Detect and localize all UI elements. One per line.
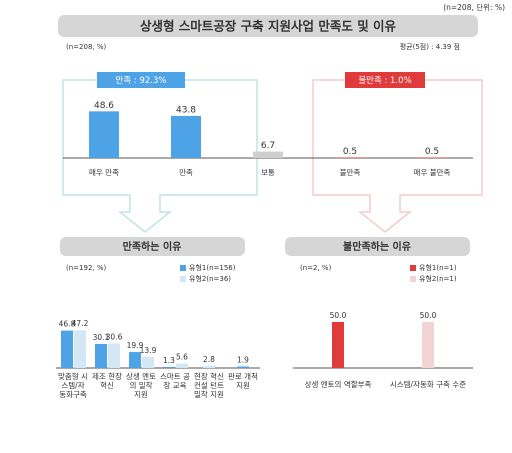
value-label: 50.0: [420, 311, 437, 320]
value-label: 47.2: [72, 319, 89, 328]
main-title: 상생형 스마트공장 구축 지원사업 만족도 및 이유: [140, 19, 397, 34]
x-tick-label-box: 맞춤형 시스템/자동화구축: [58, 372, 88, 399]
satisfied-label: 만족 : 92.3%: [116, 76, 167, 86]
x-tick-label-box: 스마트 공장 교육: [160, 372, 190, 390]
x-tick-label: 상생 멘토의 역할부족: [305, 379, 372, 389]
legend-label: 유형1(n=1): [419, 264, 457, 272]
legend-swatch: [410, 265, 416, 271]
value-label: 1.9: [237, 355, 249, 364]
section-title: 불만족하는 이유: [343, 240, 411, 253]
x-tick-label: 스마트 공장 교육: [160, 372, 190, 390]
unit-note: (n=208, 단위: %): [443, 2, 505, 12]
bar: [142, 356, 154, 368]
x-tick-label: 맞춤형 시스템/자동화구축: [58, 372, 88, 399]
bar: [89, 111, 119, 158]
bar: [332, 322, 344, 368]
subtitle: (n=208, %): [66, 43, 106, 51]
bar: [176, 363, 188, 368]
x-tick-label-box: 상생 멘토의 밀착 지원: [126, 372, 156, 399]
value-label: 48.6: [94, 101, 114, 111]
value-label: 19.9: [127, 341, 144, 350]
bar: [61, 330, 73, 368]
legend-swatch: [180, 265, 186, 271]
bar: [203, 365, 215, 368]
legend-label: 유형1(n=156): [189, 264, 236, 272]
bar: [171, 115, 201, 158]
legend-swatch: [410, 276, 416, 282]
x-tick-label: 매우 불만족: [414, 168, 451, 177]
bar: [74, 330, 86, 368]
x-tick-label: 매우 만족: [89, 168, 119, 177]
value-label: 0.5: [343, 147, 357, 157]
x-tick-label-box: 현장 혁신 컨설 턴트 밀착 지원: [194, 372, 224, 399]
bar: [163, 366, 175, 368]
x-tick-label: 제조 현장 혁신: [92, 372, 122, 390]
title-bar: [58, 15, 478, 37]
dissatisfied-badge: [345, 72, 425, 88]
satisfied-box: [62, 79, 258, 233]
value-label: 5.6: [176, 353, 188, 362]
x-tick-label: 보통: [261, 168, 275, 177]
satisfied-badge: [97, 72, 185, 88]
bar: [253, 151, 283, 158]
x-tick-label: 만족: [179, 168, 193, 177]
value-label: 1.3: [163, 356, 175, 365]
bar: [108, 343, 120, 368]
value-label: 46.8: [59, 320, 76, 329]
x-tick-label: 현장 혁신 컨설 턴트 밀착 지원: [194, 372, 224, 399]
value-label: 2.8: [203, 355, 215, 364]
bar: [237, 366, 249, 368]
x-tick-label: 판로 개척 지원: [228, 372, 258, 390]
value-label: 0.5: [425, 147, 439, 157]
legend-label: 유형2(n=1): [419, 275, 457, 283]
value-label: 43.8: [176, 105, 196, 115]
value-label: 30.1: [93, 333, 110, 342]
value-label: 6.7: [261, 141, 275, 151]
section-title: 만족하는 이유: [123, 240, 182, 253]
bar: [129, 352, 141, 368]
value-label: 30.6: [106, 333, 123, 342]
value-label: 13.9: [140, 346, 157, 355]
bar: [95, 343, 107, 368]
value-label: 50.0: [330, 311, 347, 320]
dissatisfied-label: 불만족 : 1.0%: [358, 75, 411, 86]
legend-label: 유형2(n=36): [189, 275, 231, 283]
legend-swatch: [180, 276, 186, 282]
subtitle: (n=2, %): [300, 264, 332, 272]
x-tick-label-box: 판로 개척 지원: [228, 372, 258, 390]
subtitle: (n=192, %): [66, 264, 106, 272]
section-bar: [60, 237, 245, 256]
average-note: 평균(5점) : 4.39 점: [400, 42, 460, 51]
x-tick-label: 상생 멘토의 밀착 지원: [126, 372, 156, 399]
dissatisfied-box: [312, 79, 483, 233]
x-tick-label: 시스템/자동화 구축 수준: [390, 379, 466, 389]
bar: [422, 322, 434, 368]
section-bar: [285, 237, 470, 256]
x-tick-label-box: 제조 현장 혁신: [92, 372, 122, 390]
x-tick-label: 불만족: [340, 168, 361, 177]
